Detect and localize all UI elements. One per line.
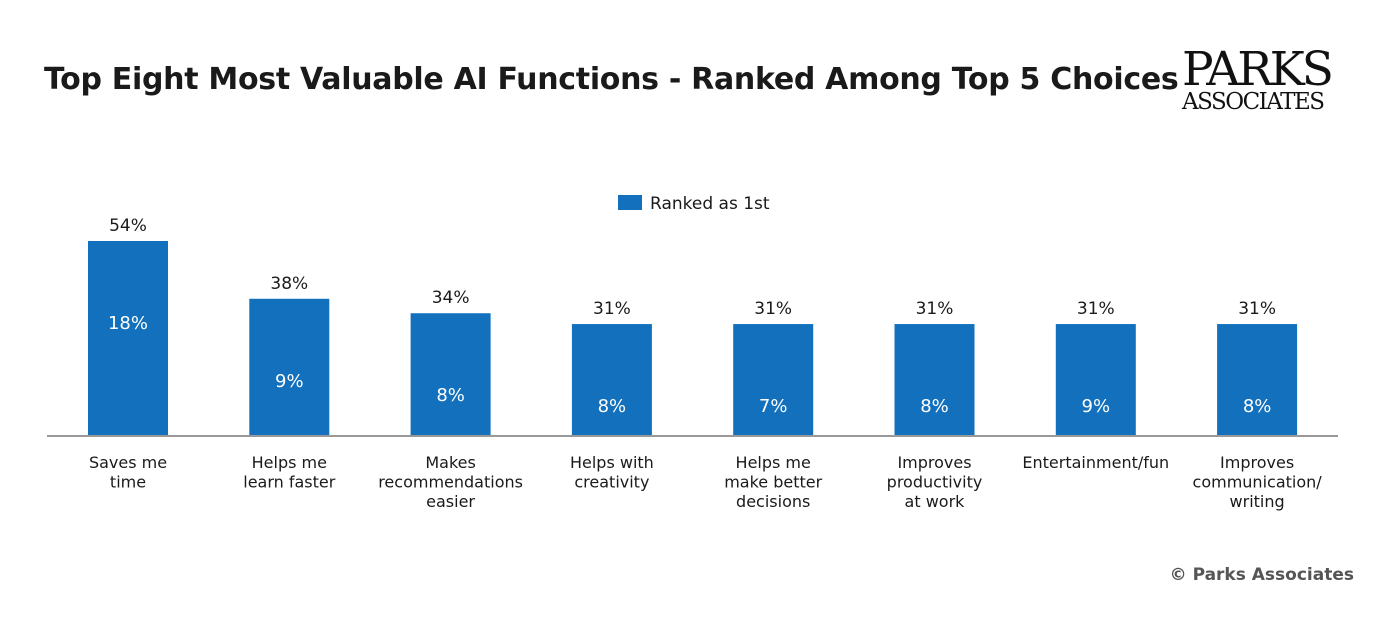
category-label: Helps me learn faster: [243, 453, 336, 492]
bar-first-rank-label: 18%: [108, 313, 148, 334]
category-label: Entertainment/fun: [1022, 453, 1169, 472]
category-label-line: Makes: [425, 453, 475, 472]
bar-total-label: 34%: [432, 288, 470, 308]
category-label-line: Saves me: [89, 453, 167, 472]
category-label: Improves productivity at work: [887, 453, 983, 511]
bar-total-label: 31%: [593, 299, 631, 319]
category-label: Makes recommendations easier: [378, 453, 523, 511]
bar-first-rank-label: 8%: [920, 396, 949, 417]
bar: [894, 324, 975, 436]
category-label-line: writing: [1230, 492, 1285, 511]
category-label-line: Improves: [897, 453, 971, 472]
logo-line-1: PARKS: [1182, 42, 1334, 97]
category-label: Helps with creativity: [570, 453, 654, 492]
logo-line-2: ASSOCIATES: [1182, 89, 1325, 115]
legend-label: Ranked as 1st: [650, 194, 770, 214]
category-label-line: Improves: [1220, 453, 1294, 472]
bar: [733, 324, 814, 436]
bar-first-rank-label: 8%: [1243, 396, 1272, 417]
category-label-line: Helps me: [736, 453, 811, 472]
category-label-line: Helps with: [570, 453, 654, 472]
bar-total-label: 31%: [916, 299, 954, 319]
bar-first-rank-label: 9%: [1082, 396, 1111, 417]
bar: [410, 313, 491, 436]
category-label-line: easier: [426, 492, 475, 511]
bar: [88, 241, 168, 436]
category-label-line: productivity: [887, 473, 983, 492]
bar-first-rank-label: 8%: [436, 385, 465, 406]
legend: Ranked as 1st: [618, 194, 770, 214]
bar: [1217, 324, 1298, 436]
category-label: Helps me make better decisions: [724, 453, 822, 511]
parks-associates-logo: PARKS ASSOCIATES: [1182, 46, 1342, 114]
legend-swatch: [618, 195, 642, 210]
category-label: Improves communication/writing: [1193, 453, 1323, 511]
category-label-line: Helps me: [252, 453, 327, 472]
category-label-line: communication/: [1193, 473, 1323, 492]
bar-first-rank-label: 8%: [598, 396, 627, 417]
category-label-line: creativity: [574, 473, 649, 492]
category-label-line: learn faster: [243, 473, 336, 492]
chart-title: Top Eight Most Valuable AI Functions - R…: [44, 62, 1179, 97]
bar: [1055, 324, 1136, 436]
category-label-line: decisions: [736, 492, 810, 511]
bar-first-rank-label: 9%: [275, 371, 304, 392]
bar-total-label: 38%: [270, 274, 308, 294]
category-label-line: recommendations: [378, 473, 523, 492]
category-label-line: time: [110, 473, 146, 492]
category-label: Saves me time: [89, 453, 167, 492]
bar: [571, 324, 652, 436]
bar-total-label: 31%: [1077, 299, 1115, 319]
bar-total-label: 54%: [109, 216, 147, 236]
bar: [249, 298, 330, 436]
bar-total-label: 31%: [1238, 299, 1276, 319]
category-label-line: make better: [724, 473, 822, 492]
copyright-notice: © Parks Associates: [1169, 565, 1354, 585]
category-label-line: Entertainment/fun: [1022, 453, 1169, 472]
bar-first-rank-label: 7%: [759, 396, 788, 417]
bar-total-label: 31%: [754, 299, 792, 319]
category-label-line: at work: [905, 492, 966, 511]
